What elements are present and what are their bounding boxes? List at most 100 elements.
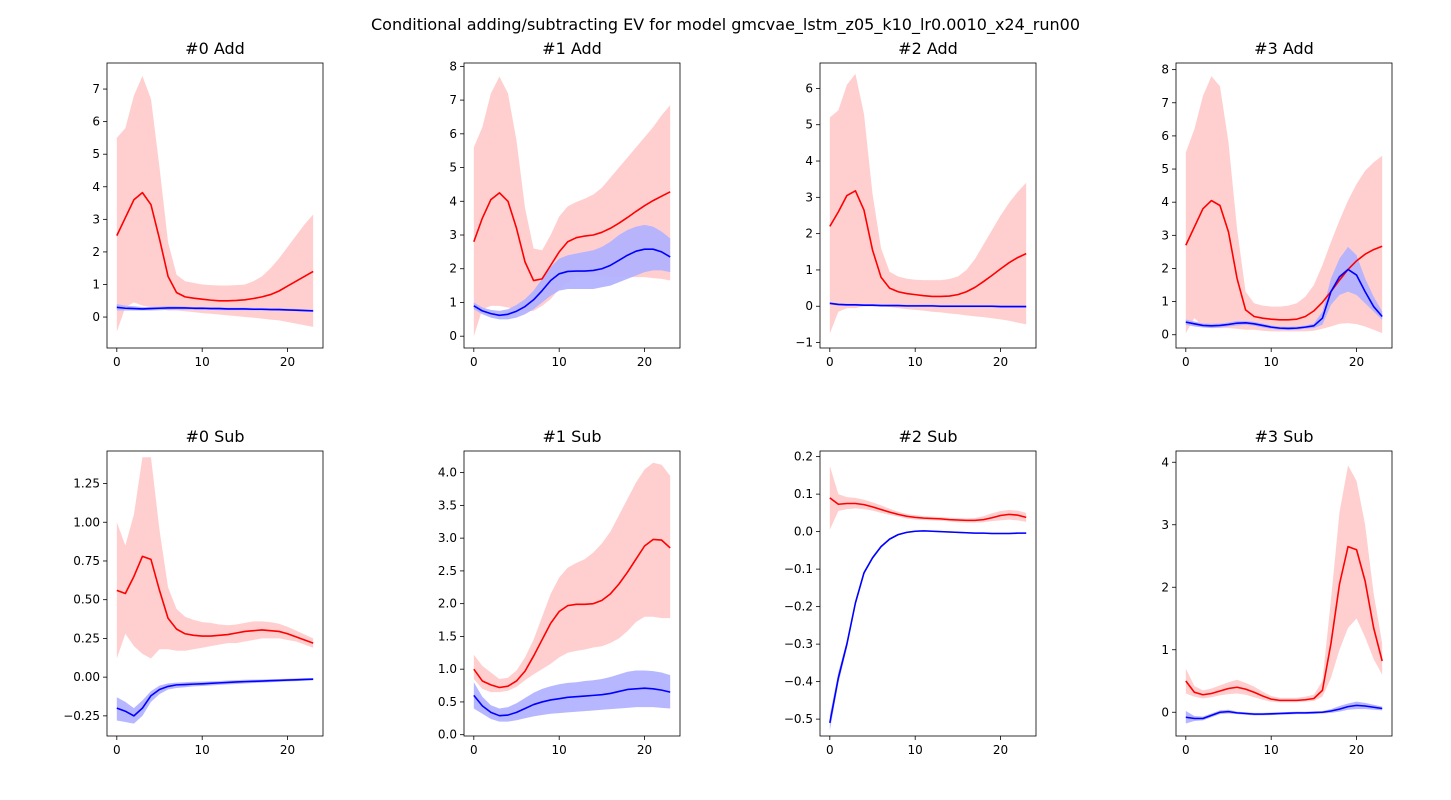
x-tick-label: 10 [195,743,210,757]
y-tick-label: 5 [1161,162,1169,176]
x-tick-label: 20 [993,355,1008,369]
y-tick-label: 2 [1161,261,1169,275]
subplot-7: #3 Sub 0 10 20 0 1 2 3 4 [1161,427,1393,757]
blue-mean-line [473,687,671,717]
plot-area [116,457,314,724]
axes-frame [819,450,1037,737]
y-tick-label: 2 [1161,580,1169,594]
x-tick-label: 20 [993,743,1008,757]
y-tick-label: 1 [1161,295,1169,309]
plot-area [473,462,671,722]
red-confidence-band [473,462,671,693]
plot-area [1185,76,1383,334]
y-tick-label: 6 [92,115,100,129]
red-mean-line [1185,199,1383,321]
y-tick-label: 3 [449,228,457,242]
red-confidence-band [829,466,1027,530]
y-tick-label: 8 [449,59,457,73]
subplot-title: #1 Sub [542,427,601,446]
blue-mean-line [1185,704,1383,720]
y-tick-label: 4.0 [438,466,457,480]
y-tick-label: 1 [449,295,457,309]
y-tick-label: −0.3 [784,637,813,651]
red-mean-line [473,191,671,282]
x-tick-label: 10 [908,743,923,757]
red-confidence-band [1185,465,1383,703]
x-tick-label: 0 [826,355,834,369]
subplot-title: #1 Add [542,39,602,58]
y-tick-label: 4 [805,154,813,168]
axes-frame [106,450,324,737]
y-tick-label: 2 [805,227,813,241]
subplot-title: #0 Add [185,39,245,58]
y-tick-label: 7 [449,93,457,107]
x-tick-label: 0 [470,355,478,369]
y-tick-label: 6 [449,127,457,141]
plot-area [1185,465,1383,724]
subplot-1: #1 Add 0 10 20 0 1 2 3 4 5 6 7 8 [449,39,681,369]
red-confidence-band [116,457,314,659]
axes-frame [819,62,1037,349]
y-tick-label: −1 [795,336,813,350]
subplot-title: #3 Sub [1254,427,1313,446]
blue-mean-line [829,302,1027,308]
red-mean-line [473,538,671,689]
y-tick-label: 2.0 [438,597,457,611]
x-tick-label: 10 [1264,355,1279,369]
blue-mean-line [116,678,314,717]
blue-mean-line [116,306,314,312]
y-tick-label: 4 [92,180,100,194]
y-tick-label: −0.1 [784,562,813,576]
x-tick-label: 0 [1182,355,1190,369]
y-tick-label: 4 [449,194,457,208]
x-tick-label: 10 [552,355,567,369]
y-tick-label: 1 [1161,643,1169,657]
y-tick-label: 7 [1161,96,1169,110]
blue-band-overlay [1185,246,1383,331]
y-tick-label: 1.0 [438,662,457,676]
red-mean-line [829,189,1027,298]
y-tick-label: 0.25 [73,631,100,645]
subplot-0: #0 Add 0 10 20 0 1 2 3 4 5 6 7 [92,39,324,369]
x-tick-label: 20 [637,743,652,757]
x-tick-label: 10 [908,355,923,369]
subplot-3: #3 Add 0 10 20 0 1 2 3 4 5 6 7 8 [1161,39,1393,369]
y-tick-label: 1 [805,263,813,277]
y-tick-label: 1.00 [73,515,100,529]
subplot-title: #2 Add [898,39,958,58]
y-tick-label: 7 [92,82,100,96]
x-tick-label: 20 [280,355,295,369]
figure-title: Conditional adding/subtracting EV for mo… [371,15,1080,35]
subplot-title: #0 Sub [185,427,244,446]
x-tick-label: 0 [470,743,478,757]
blue-mean-line [829,530,1027,724]
blue-band-overlay [473,224,671,320]
subplot-4: #0 Sub 0 10 20 −0.25 0.00 0.25 0.50 0.75 1.00 1.25 [63,427,324,757]
blue-mean-line [473,248,671,317]
y-tick-label: 3 [1161,518,1169,532]
x-tick-label: 20 [637,355,652,369]
y-tick-label: 1.5 [438,629,457,643]
plot-area [829,466,1027,731]
axes-frame [1175,62,1393,349]
y-tick-label: 2 [92,245,100,259]
blue-confidence-band [116,678,314,724]
red-mean-line [1185,545,1383,702]
x-tick-label: 20 [1349,743,1364,757]
y-tick-label: 3 [805,190,813,204]
blue-confidence-band [1185,246,1383,331]
y-tick-label: 1 [92,277,100,291]
x-tick-label: 20 [1349,355,1364,369]
blue-mean-line [1185,268,1383,330]
x-tick-label: 0 [1182,743,1190,757]
y-tick-label: −0.5 [784,712,813,726]
y-tick-label: 0.5 [438,695,457,709]
y-tick-label: 0.00 [73,670,100,684]
axes-frame [106,62,324,349]
plot-area [829,73,1027,334]
y-tick-label: 1.25 [73,477,100,491]
x-tick-label: 0 [113,355,121,369]
